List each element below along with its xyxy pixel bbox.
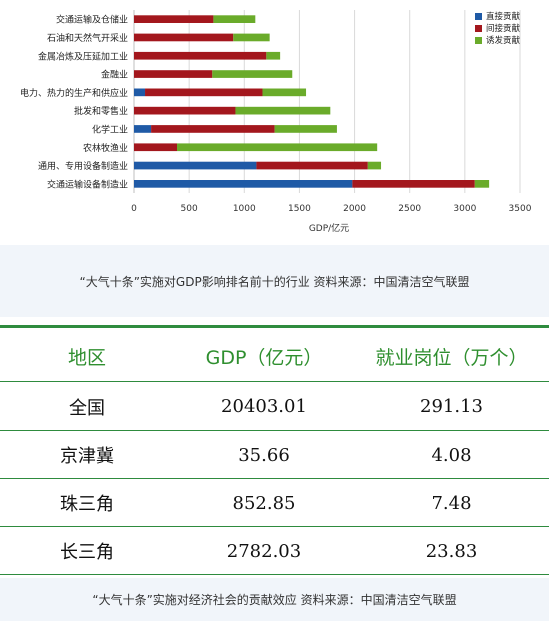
category-label: 石油和天然气开采业 [47, 32, 128, 44]
x-tick-label: 1500 [288, 204, 311, 214]
x-tick-label: 1000 [233, 204, 256, 214]
table-cell-jobs: 291.13 [420, 396, 483, 417]
bar-segment [134, 15, 214, 23]
bar-segment [274, 125, 337, 133]
legend-label: 直接贡献 [486, 11, 521, 22]
bar-segment [262, 88, 307, 97]
bar-segment [134, 161, 257, 170]
header-region: 地区 [67, 346, 106, 369]
x-tick-label: 0 [131, 204, 137, 214]
bar-segment [212, 70, 293, 78]
bar-segment [134, 143, 178, 152]
category-label: 交通运输设备制造业 [47, 178, 128, 190]
category-label: 农林牧渔业 [83, 142, 128, 154]
category-label: 电力、热力的生产和供应业 [20, 87, 128, 99]
legend-swatch [475, 25, 482, 32]
x-tick-label: 2000 [343, 204, 366, 214]
category-label: 批发和零售业 [74, 105, 128, 117]
table-row: 京津冀 35.66 4.08 [0, 430, 549, 479]
category-label: 化学工业 [92, 123, 128, 135]
table-caption-text: “大气十条”实施对经济社会的贡献效应 资料来源：中国清洁空气联盟 [92, 593, 457, 607]
legend-swatch [475, 13, 482, 20]
x-axis-label: GDP/亿元 [309, 222, 349, 234]
legend-label: 诱发贡献 [486, 35, 521, 46]
bar-segment [134, 51, 267, 60]
category-label: 金融业 [101, 69, 128, 81]
chart-caption: “大气十条”实施对GDP影响排名前十的行业 资料来源：中国清洁空气联盟 [0, 245, 549, 317]
table-row: 长三角 2782.03 23.83 [0, 526, 549, 575]
bar-segment [134, 180, 353, 188]
x-tick-label: 2500 [398, 204, 421, 214]
bar-segment [134, 70, 213, 78]
bar-segment [235, 106, 331, 115]
bar-segment [145, 88, 263, 97]
legend-label: 间接贡献 [486, 23, 521, 34]
table-row: 全国 20403.01 291.13 [0, 381, 549, 431]
table-bottom-rule [0, 574, 549, 575]
stacked-bar-chart: 0 500 1000 1500 2000 2500 3000 3500 交通运输设备制造业 通用、… [0, 0, 549, 245]
bar-segment [367, 161, 382, 170]
bar-segment [134, 106, 236, 115]
bar-segment [213, 15, 256, 23]
x-tick-label: 3500 [509, 204, 532, 214]
chart-caption-text: “大气十条”实施对GDP影响排名前十的行业 资料来源：中国清洁空气联盟 [79, 274, 470, 289]
table-row: 珠三角 852.85 7.48 [0, 478, 549, 527]
bar-segment [233, 33, 270, 42]
table-cell-jobs: 7.48 [431, 492, 472, 514]
bar-segment [134, 88, 146, 97]
table-cell-gdp: 20403.01 [221, 396, 307, 417]
bar-segment [177, 143, 378, 152]
bar-segment [151, 125, 275, 133]
table-cell-jobs: 4.08 [431, 444, 472, 466]
contribution-table: 地区 GDP（亿元） 就业岗位（万个） 全国 20403.01 291.13 京… [0, 325, 549, 575]
bar-segment [256, 161, 368, 170]
legend-swatch [475, 37, 482, 44]
x-tick-label: 3000 [453, 204, 476, 214]
table-cell-region: 京津冀 [60, 446, 114, 467]
table-cell-gdp: 2782.03 [226, 540, 302, 562]
table-cell-region: 珠三角 [60, 494, 114, 515]
bar-segment [474, 180, 490, 188]
bar-segment [134, 33, 234, 42]
x-tick-label: 500 [181, 204, 198, 214]
table-cell-region: 长三角 [60, 542, 114, 563]
bar-segment [266, 51, 281, 60]
table-cell-gdp: 852.85 [232, 492, 296, 514]
header-jobs: 就业岗位（万个） [375, 346, 528, 369]
table-cell-region: 全国 [69, 397, 105, 419]
table-caption: “大气十条”实施对经济社会的贡献效应 资料来源：中国清洁空气联盟 [0, 578, 549, 621]
bar-segment [134, 125, 152, 133]
table-cell-gdp: 35.66 [238, 444, 290, 466]
header-gdp: GDP（亿元） [205, 346, 323, 369]
table-header-row: 地区 GDP（亿元） 就业岗位（万个） [0, 325, 549, 384]
category-label: 交通运输及仓储业 [56, 14, 128, 26]
category-label: 金属冶炼及压延加工业 [38, 50, 128, 62]
bar-segment [352, 180, 475, 188]
category-label: 通用、专用设备制造业 [38, 160, 128, 172]
chart-svg: 0 500 1000 1500 2000 2500 3000 3500 交通运输设备制造业 通用、… [20, 10, 532, 234]
table-cell-jobs: 23.83 [425, 540, 478, 562]
